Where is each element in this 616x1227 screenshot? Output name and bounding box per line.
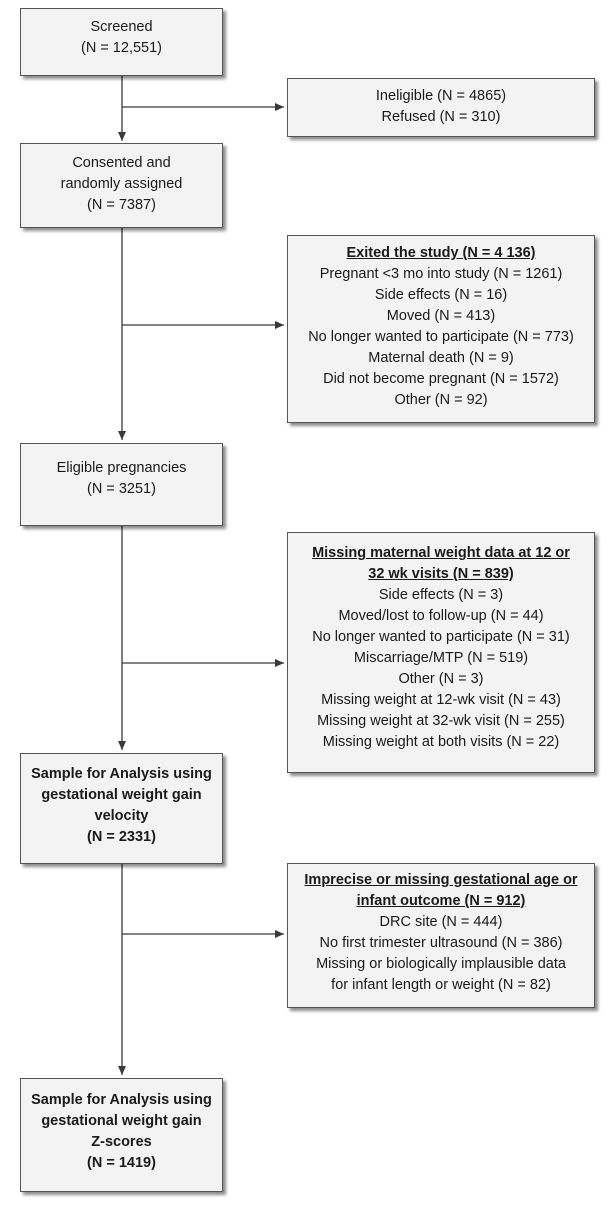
exited-item: Moved (N = 413) (386, 308, 496, 324)
imprecise-heading: infant outcome (N = 912) (356, 893, 526, 909)
missing-weight-item: Missing weight at both visits (N = 22) (322, 734, 560, 750)
exited-item: Side effects (N = 16) (374, 287, 508, 303)
screened-box: Screened (N = 12,551) (20, 8, 223, 76)
missing-weight-heading: 32 wk visits (N = 839) (368, 566, 514, 582)
missing-weight-heading: Missing maternal weight data at 12 or (312, 545, 570, 561)
exited-item: Pregnant <3 mo into study (N = 1261) (319, 266, 563, 282)
consented-title-1: Consented and (72, 155, 171, 171)
eligible-count: (N = 3251) (87, 481, 156, 497)
sample-zscores-title: Sample for Analysis using (31, 1092, 212, 1108)
missing-weight-item: Missing weight at 12-wk visit (N = 43) (321, 692, 561, 708)
imprecise-item: No first trimester ultrasound (N = 386) (319, 935, 563, 951)
missing-weight-item: No longer wanted to participate (N = 31) (312, 629, 570, 645)
imprecise-heading: Imprecise or missing gestational age or (304, 872, 578, 888)
sample-velocity-box: Sample for Analysis using gestational we… (20, 753, 223, 864)
ineligible-line: Ineligible (N = 4865) (375, 88, 507, 104)
sample-zscores-title: Z-scores (91, 1134, 152, 1150)
sample-zscores-box: Sample for Analysis using gestational we… (20, 1078, 223, 1192)
imprecise-item: Missing or biologically implausible data (316, 956, 566, 972)
refused-line: Refused (N = 310) (381, 109, 501, 125)
sample-velocity-title: gestational weight gain (41, 787, 202, 803)
imprecise-item: for infant length or weight (N = 82) (331, 977, 551, 993)
eligible-title: Eligible pregnancies (56, 460, 187, 476)
screened-count: (N = 12,551) (80, 40, 162, 56)
exited-box: Exited the study (N = 4 136) Pregnant <3… (287, 235, 595, 423)
imprecise-item: DRC site (N = 444) (379, 914, 503, 930)
missing-weight-item: Moved/lost to follow-up (N = 44) (338, 608, 544, 624)
consented-box: Consented and randomly assigned (N = 738… (20, 143, 223, 228)
missing-weight-item: Missing weight at 32-wk visit (N = 255) (317, 713, 565, 729)
exited-heading: Exited the study (N = 4 136) (346, 245, 536, 261)
missing-weight-item: Miscarriage/MTP (N = 519) (353, 650, 529, 666)
screened-title: Screened (90, 19, 153, 35)
sample-velocity-title: velocity (94, 808, 149, 824)
missing-weight-item: Other (N = 3) (398, 671, 484, 687)
sample-zscores-count: (N = 1419) (87, 1155, 156, 1171)
sample-velocity-count: (N = 2331) (87, 829, 156, 845)
ineligible-box: Ineligible (N = 4865) Refused (N = 310) (287, 78, 595, 137)
consented-title-2: randomly assigned (60, 176, 183, 192)
eligible-box: Eligible pregnancies (N = 3251) (20, 443, 223, 526)
exited-item: No longer wanted to participate (N = 773… (308, 329, 574, 345)
missing-weight-item: Side effects (N = 3) (378, 587, 504, 603)
consented-count: (N = 7387) (87, 197, 156, 213)
exited-item: Did not become pregnant (N = 1572) (323, 371, 559, 387)
missing-weight-box: Missing maternal weight data at 12 or 32… (287, 532, 595, 773)
sample-velocity-title: Sample for Analysis using (31, 766, 212, 782)
exited-item: Maternal death (N = 9) (368, 350, 514, 366)
sample-zscores-title: gestational weight gain (41, 1113, 202, 1129)
exited-item: Other (N = 92) (394, 392, 488, 408)
imprecise-box: Imprecise or missing gestational age or … (287, 863, 595, 1008)
